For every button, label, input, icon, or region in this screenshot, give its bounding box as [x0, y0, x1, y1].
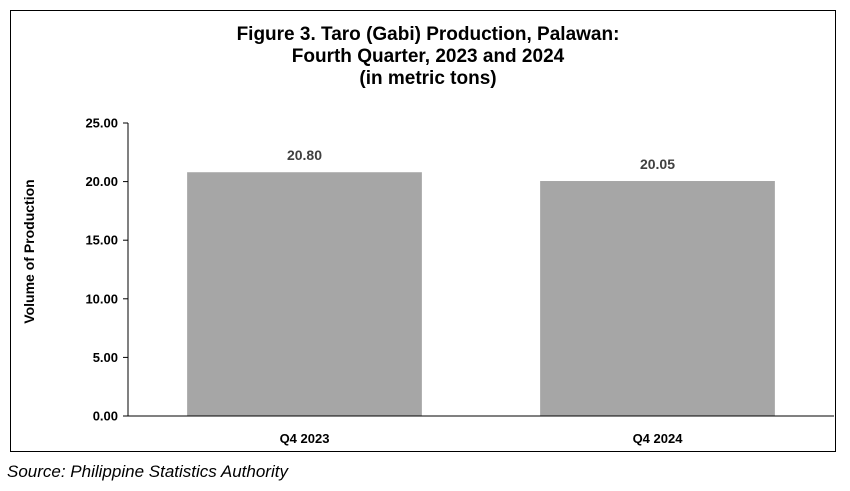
- chart-title-line-3: (in metric tons): [359, 68, 497, 89]
- data-label: 20.80: [287, 147, 322, 163]
- y-tick-label: 10.00: [85, 291, 118, 306]
- bar: [187, 172, 422, 416]
- bars-group: 20.80 20.05: [187, 147, 775, 416]
- y-tick-label: 5.00: [93, 350, 118, 365]
- y-tick-label: 20.00: [85, 174, 118, 189]
- source-note: Source: Philippine Statistics Authority: [7, 462, 288, 481]
- data-label: 20.05: [640, 156, 675, 172]
- chart-title-line-2: Fourth Quarter, 2023 and 2024: [291, 46, 565, 67]
- chart-title-line-1: Figure 3. Taro (Gabi) Production, Palawa…: [236, 24, 620, 45]
- bar: [540, 181, 775, 416]
- y-tick-label: 15.00: [85, 233, 118, 248]
- y-tick-label: 25.00: [85, 116, 118, 131]
- x-axis-labels: Q4 2023 Q4 2024: [280, 431, 684, 446]
- y-axis-ticks: 0.00 5.00 10.00 15.00 20.00 25.00: [85, 116, 128, 424]
- y-tick-label: 0.00: [93, 409, 118, 424]
- y-axis-title: Volume of Production: [21, 179, 37, 323]
- x-tick-label: Q4 2023: [280, 431, 330, 446]
- x-tick-label: Q4 2024: [633, 431, 684, 446]
- chart-title: Figure 3. Taro (Gabi) Production, Palawa…: [10, 24, 846, 90]
